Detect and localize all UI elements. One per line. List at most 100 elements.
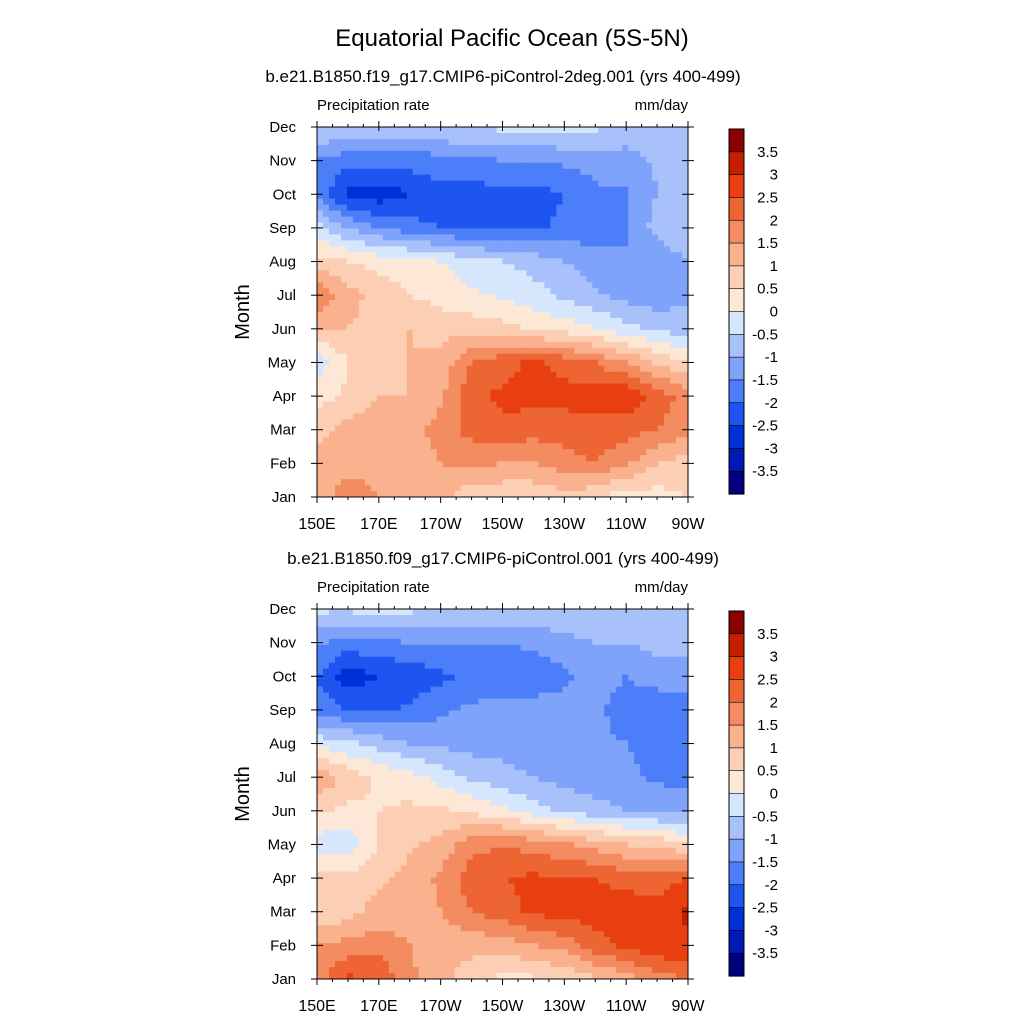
field-cell [335,246,342,253]
field-cell [604,669,611,676]
field-cell [425,175,432,182]
field-cell [544,663,551,670]
field-cell [419,312,426,319]
field-cell [455,348,462,355]
field-cell [592,145,599,152]
field-cell [449,264,456,271]
field-cell [461,621,468,628]
field-cell [664,318,671,325]
field-cell [347,639,354,646]
field-cell [401,645,408,652]
field-cell [580,479,587,486]
field-cell [628,294,635,301]
field-cell [580,378,587,385]
field-cell [341,479,348,486]
field-cell [413,342,420,349]
field-cell [407,222,414,229]
field-cell [598,645,605,652]
field-cell [329,402,336,409]
field-cell [538,300,545,307]
field-cell [467,342,474,349]
field-cell [634,145,641,152]
field-cell [562,663,569,670]
field-cell [640,276,647,283]
field-cell [646,437,653,444]
field-cell [556,312,563,319]
field-cell [377,651,384,658]
field-cell [341,615,348,622]
field-cell [508,627,515,634]
field-cell [383,704,390,711]
colorbar-swatch [729,380,744,403]
field-cell [473,461,480,468]
field-cell [335,306,342,313]
field-cell [622,669,629,676]
field-cell [419,366,426,373]
field-cell [556,228,563,235]
field-cell [341,443,348,450]
field-cell [455,133,462,140]
field-cell [508,258,515,265]
field-cell [359,699,366,706]
field-cell [497,342,504,349]
field-cell [622,449,629,456]
field-cell [503,222,510,229]
field-cell [341,693,348,700]
field-cell [634,222,641,229]
field-cell [658,240,665,247]
field-cell [568,449,575,456]
field-cell [670,419,677,426]
field-cell [580,246,587,253]
field-cell [377,467,384,474]
field-cell [652,151,659,158]
field-cell [508,390,515,397]
field-cell [622,396,629,403]
field-cell [670,384,677,391]
field-cell [401,306,408,313]
field-cell [574,276,581,283]
field-cell [419,205,426,212]
field-cell [371,193,378,200]
field-cell [580,133,587,140]
field-cell [347,479,354,486]
field-cell [461,615,468,622]
colorbar-swatch [729,448,744,471]
field-cell [520,312,527,319]
field-cell [514,175,521,182]
field-cell [646,366,653,373]
field-cell [497,390,504,397]
field-cell [383,222,390,229]
field-cell [604,169,611,176]
field-cell [556,205,563,212]
field-cell [562,187,569,194]
field-cell [628,651,635,658]
field-cell [461,222,468,229]
field-cell [526,384,533,391]
field-cell [634,384,641,391]
field-cell [461,187,468,194]
field-cell [389,372,396,379]
field-cell [449,669,456,676]
field-cell [610,384,617,391]
field-cell [377,234,384,241]
field-cell [419,306,426,313]
field-cell [544,133,551,140]
field-cell [329,681,336,688]
field-cell [574,467,581,474]
field-cell [497,211,504,218]
field-cell [610,282,617,289]
field-cell [622,621,629,628]
field-cell [455,609,462,616]
field-cell [413,151,420,158]
field-cell [676,479,683,486]
field-cell [317,407,324,414]
field-cell [437,306,444,313]
field-cell [431,693,438,700]
field-cell [640,384,647,391]
field-cell [538,384,545,391]
field-cell [604,342,611,349]
field-cell [670,228,677,235]
field-cell [652,288,659,295]
field-cell [317,402,324,409]
field-cell [580,413,587,420]
